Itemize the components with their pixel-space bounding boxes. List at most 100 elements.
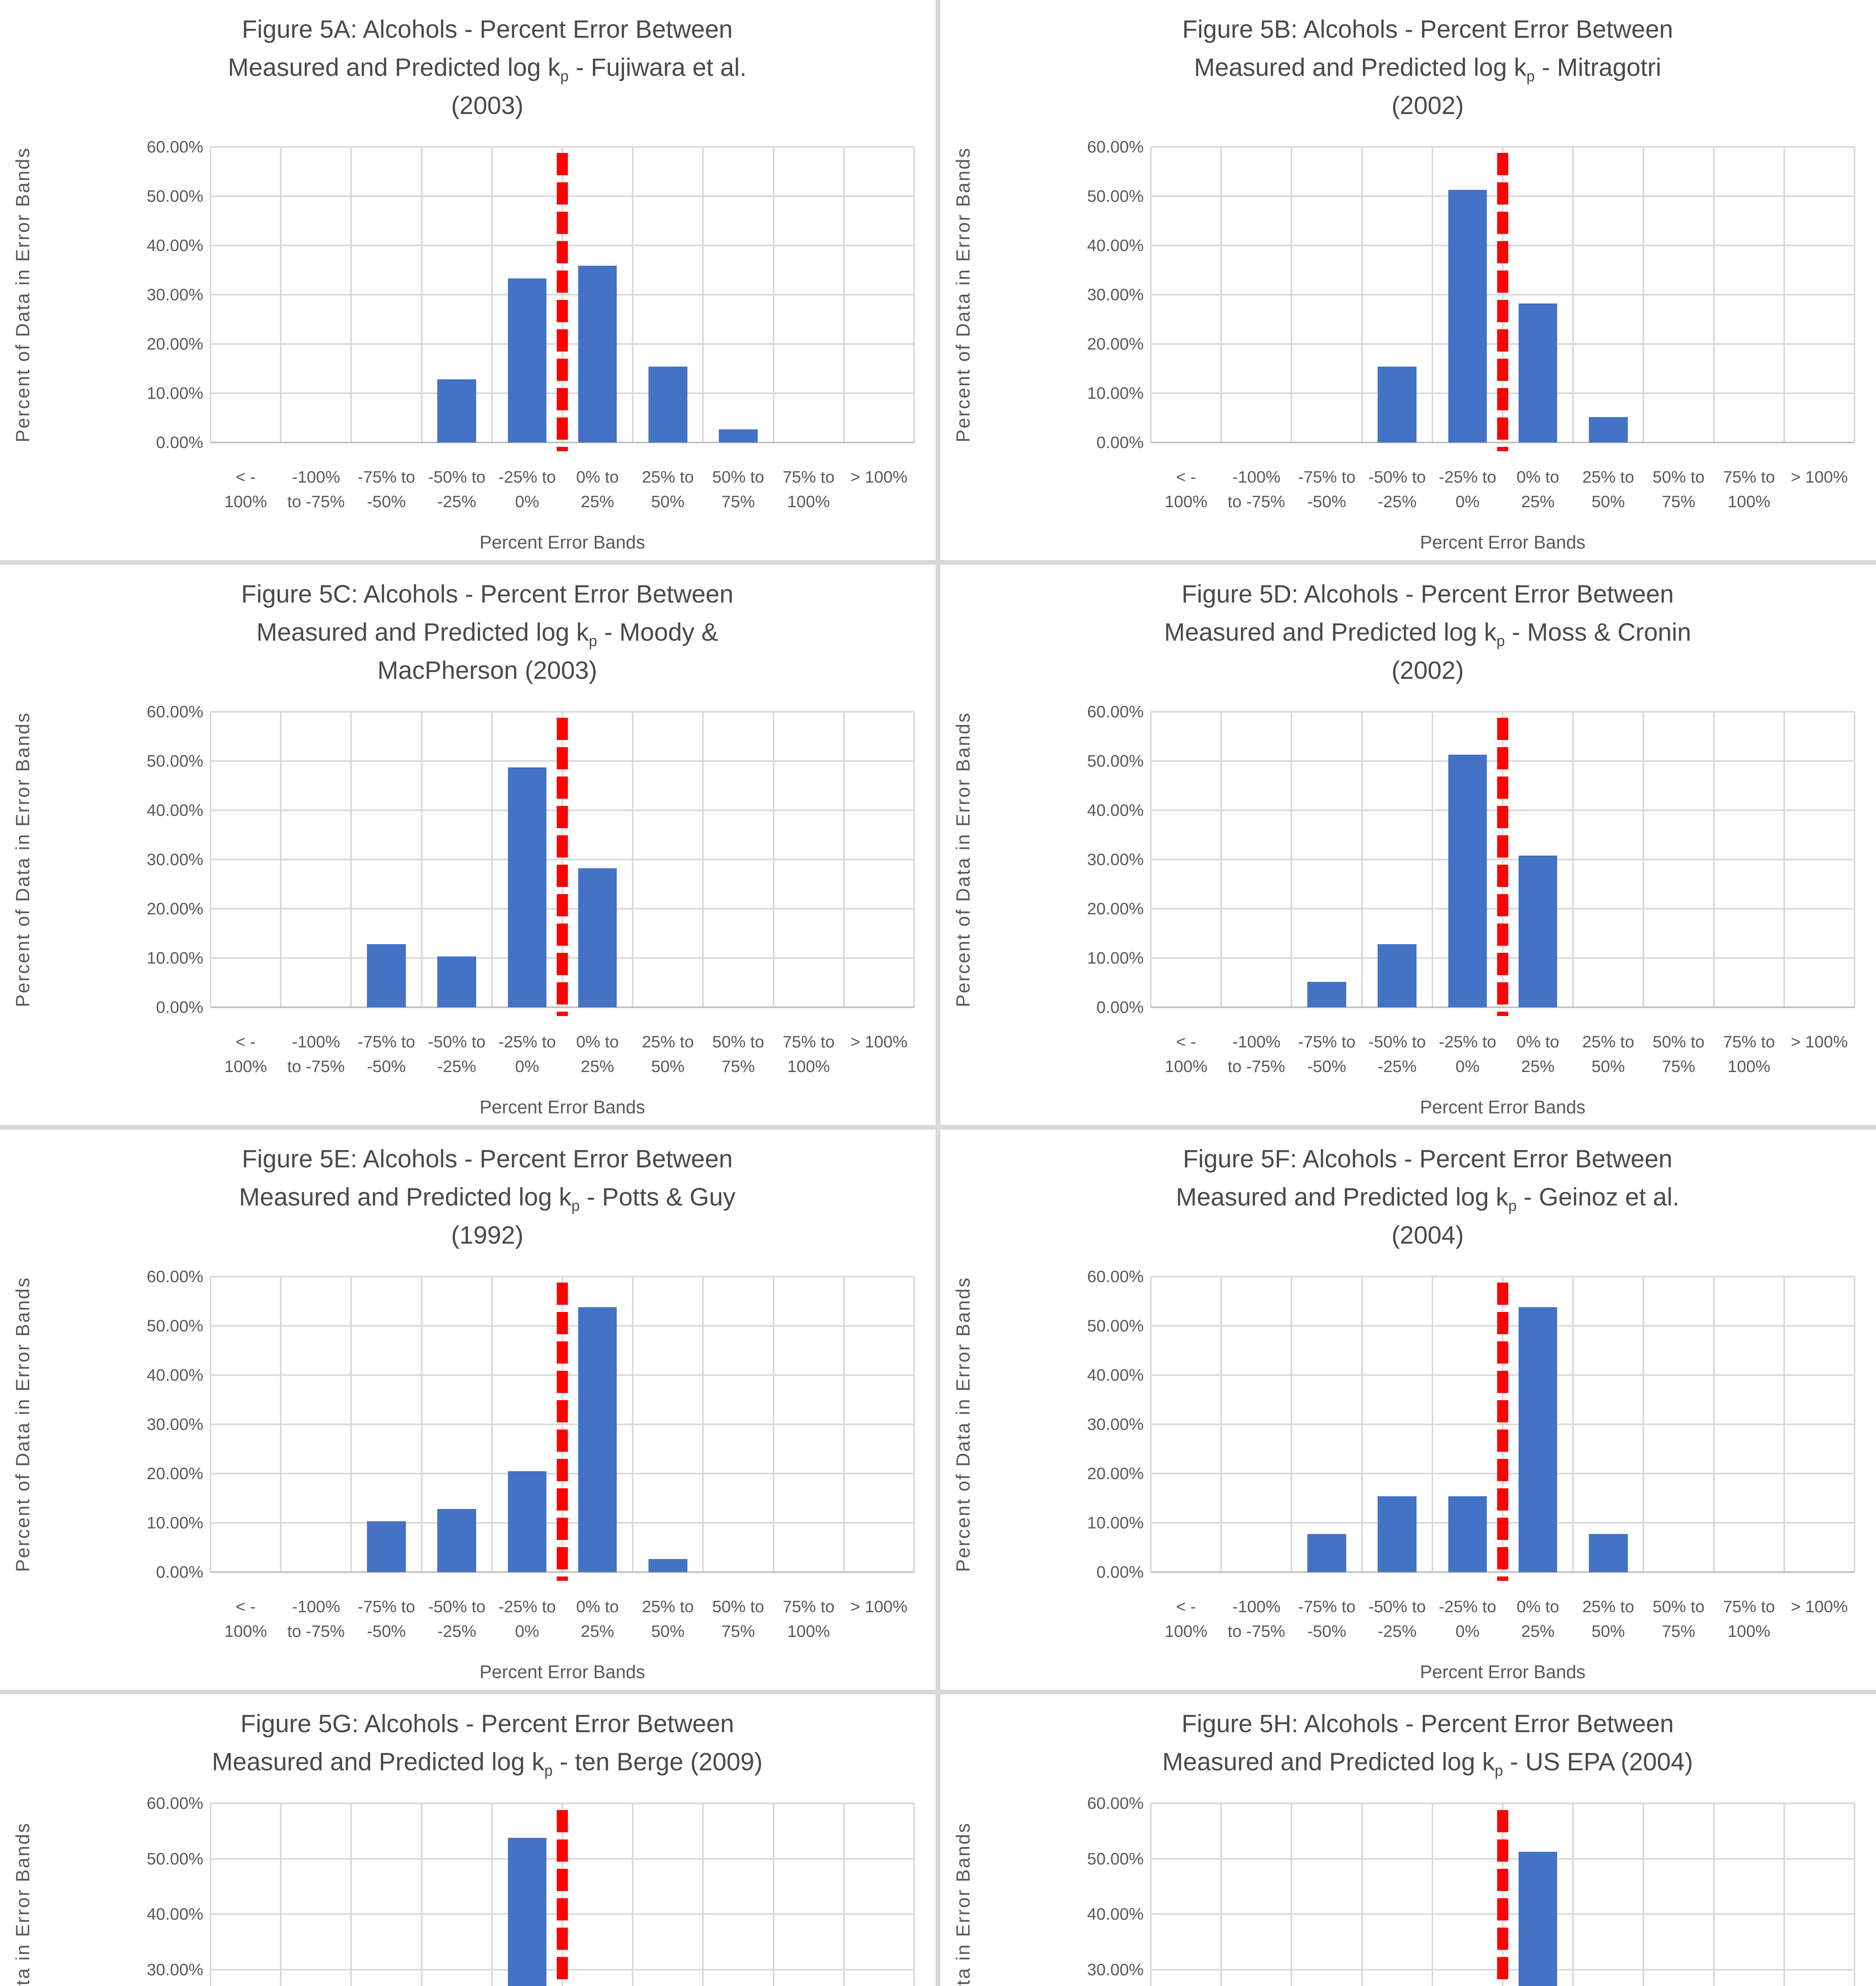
chart-title: Figure 5E: Alcohols - Percent Error Betw… [6,1140,924,1254]
subscript-p: p [571,1198,580,1215]
y-axis-tick-labels: 60.00% 50.00% 40.00% 30.00% 20.00% 10.00% 0.00… [980,702,1151,1016]
plot-area [1150,146,1855,451]
x-category-label-line: -25% [437,1057,477,1076]
x-category-label-line: 50% [1591,1057,1625,1076]
y-axis-tick-labels: 60.00% 50.00% 40.00% 30.00% 20.00% 10.00% 0.00… [980,1267,1151,1581]
subscript-p: p [1508,1198,1517,1215]
figure-panel-figure-5f: Figure 5F: Alcohols - Percent Error Betw… [940,1130,1876,1690]
x-category-label: < - 100% [210,1030,281,1079]
gridline-horizontal [1151,146,1855,148]
gridline-horizontal [210,146,914,148]
x-category-label: 25% to 50% [1573,465,1643,514]
plot-area [210,1276,915,1581]
figure-panel-figure-5b: Figure 5B: Alcohols - Percent Error Betw… [940,0,1876,560]
x-category-label: 0% to 25% [1503,1030,1573,1079]
gridline-horizontal [1151,1802,1855,1804]
x-category-label: -50% to -25% [422,1030,492,1079]
x-axis-title: Percent Error Bands [1420,1096,1586,1117]
x-category-label-line: -100% [1232,1032,1281,1051]
x-category-label-line: 25% [1521,492,1555,511]
x-category-label: 25% to 50% [1573,1030,1643,1079]
chart-title-line-1: Figure 5F: Alcohols - Percent Error Betw… [1183,1145,1673,1173]
y-axis-title: Percent of Data in Error Bands [953,712,974,1007]
x-category-label-line: -75% to [357,1597,415,1616]
x-category-label-line: -100% [1232,467,1281,486]
zero-error-marker-line [1497,1810,1508,1986]
x-category-label: -50% to -25% [422,1594,492,1644]
y-tick-label: 30.00% [1087,1414,1144,1433]
x-category-label-line: 75% to [782,467,835,486]
chart-title-line-2: Measured and Predicted log kp - Fujiwara… [50,48,924,87]
y-tick-label: 20.00% [147,1464,203,1483]
chart-title-line-2: Measured and Predicted log kp - Potts & … [50,1178,924,1216]
y-tick-label: 20.00% [1087,899,1144,918]
bar-0%to25% [1518,1307,1558,1572]
zero-error-marker-line [1497,1282,1508,1581]
x-category-label-line: < - [1176,467,1196,486]
y-tick-label: 60.00% [1087,137,1144,156]
x-category-label-line: 0% to [576,1597,619,1616]
chart-body: Percent of Data in Error Bands 60.00% 50.… [947,1267,1865,1687]
x-axis-category-labels: < - 100% -100% to -75% -75% to -50% -50% to -25… [1151,1594,1855,1644]
subscript-p: p [544,1762,553,1779]
bar--75%to-50% [367,1521,406,1572]
y-tick-label: 60.00% [147,1267,203,1286]
y-tick-label: 10.00% [1087,948,1144,967]
x-axis-category-labels: < - 100% -100% to -75% -75% to -50% -50% to -25… [210,1594,914,1644]
x-category-label-line: 25% [1521,1057,1555,1076]
y-tick-label: 60.00% [147,137,203,156]
x-category-label-line: 100% [1164,492,1208,511]
y-tick-label: 30.00% [147,1414,203,1433]
y-tick-label: 40.00% [147,1905,203,1924]
x-axis-category-labels: < - 100% -100% to -75% -75% to -50% -50% to -25… [210,1030,914,1079]
x-category-label: 25% to 50% [633,465,703,514]
x-category-label-line: -25% to [1438,1032,1496,1051]
x-category-label: -75% to -50% [1291,465,1362,514]
y-axis-title: Percent of Data in Error Bands [12,147,34,442]
bar--50%to-25% [1378,1496,1417,1572]
x-category-label: 75% to 100% [1714,1594,1784,1644]
bar--50%to-25% [1378,366,1417,442]
x-category-label-line: 100% [1164,1621,1208,1640]
x-category-label-line: -75% to [1298,1032,1356,1051]
subscript-p: p [1496,633,1505,650]
x-category-label: -100% to -75% [1221,1594,1291,1644]
chart-title: Figure 5H: Alcohols - Percent Error Betw… [947,1705,1865,1781]
x-axis-title: Percent Error Bands [479,531,645,553]
x-category-label-line: 25% to [1582,467,1635,486]
chart-title-line-2: Measured and Predicted log kp - Mitragot… [990,48,1865,87]
bar--75%to-50% [367,944,406,1007]
x-category-label-line: 25% [581,1621,614,1640]
x-axis-category-labels: < - 100% -100% to -75% -75% to -50% -50% to -25… [1151,465,1855,514]
x-category-label: 50% to 75% [1643,1594,1714,1644]
chart-title-line-2: Measured and Predicted log kp - US EPA (… [990,1743,1865,1781]
x-category-label-line: -50% to [428,1032,486,1051]
bar--25%to0% [1448,754,1487,1007]
chart-title-line-2: Measured and Predicted log kp - ten Berg… [50,1743,924,1781]
x-category-label: -25% to 0% [1432,1594,1503,1644]
x-category-label-line: 50% to [1652,1597,1705,1616]
chart-title-line-2-text: Measured and Predicted log k [256,618,589,646]
figure-panel-figure-5g: Figure 5G: Alcohols - Percent Error Betw… [0,1694,936,1986]
y-axis-title: Percent of Data in Error Bands [12,1822,34,1986]
x-category-label: < - 100% [210,1594,281,1644]
chart-title-line-2-text: Measured and Predicted log k [1176,1183,1509,1211]
x-category-label-line: 25% to [642,1597,694,1616]
y-tick-label: 60.00% [147,702,203,721]
x-category-label: -100% to -75% [281,465,351,514]
gridline-vertical [913,147,915,442]
x-category-label-line: 50% [651,1621,685,1640]
chart-title-line-2: Measured and Predicted log kp - Moody & [50,613,924,651]
x-category-label: > 100% [1784,1030,1855,1079]
chart-body: Percent of Data in Error Bands 60.00% 50.… [6,702,924,1122]
figure-panel-figure-5d: Figure 5D: Alcohols - Percent Error Betw… [940,565,1876,1125]
x-category-label-line: -25% [1378,492,1417,511]
x-category-label-line: 50% to [712,1032,764,1051]
x-category-label-line: 0% [1455,1057,1480,1076]
x-category-label-line: 75% to [782,1597,835,1616]
x-category-label: -75% to -50% [351,1030,421,1079]
chart-title-line-2-text: Measured and Predicted log k [1194,54,1527,81]
x-category-label: 50% to 75% [703,1030,773,1079]
x-category-label-line: 0% [515,492,539,511]
